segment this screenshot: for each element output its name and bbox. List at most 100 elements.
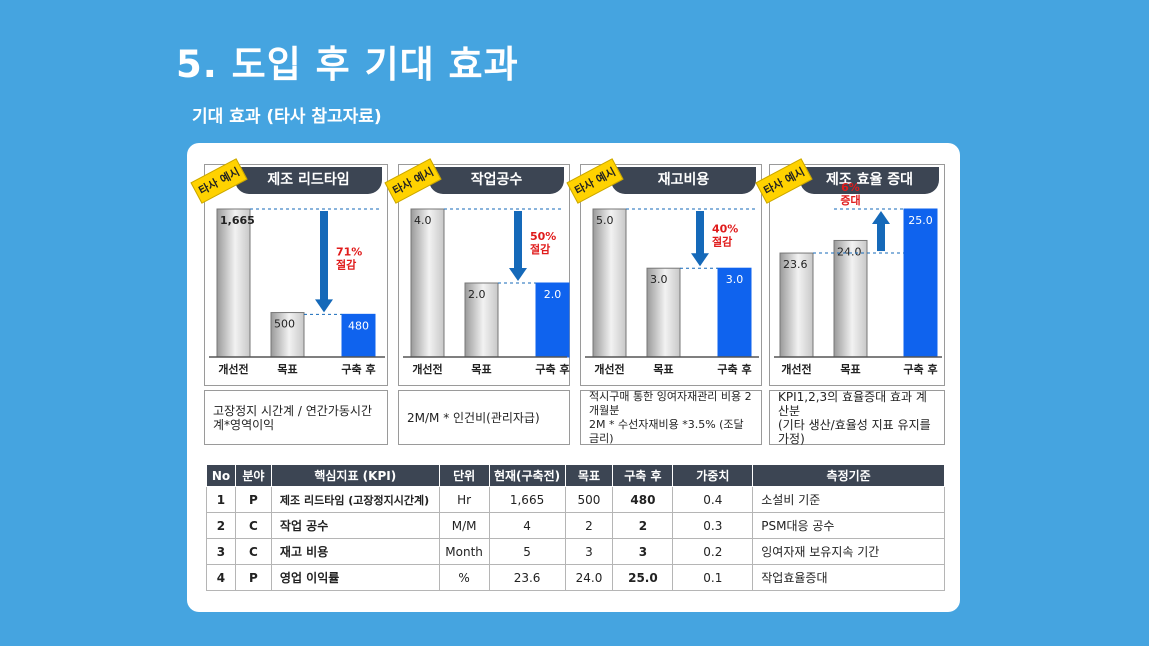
- table-cell: 480: [612, 486, 674, 513]
- table-cell: 작업효율증대: [752, 564, 945, 591]
- table-row: 1 P 제조 리드타임 (고장정지시간계) Hr 1,665 500 480 0…: [206, 486, 945, 513]
- column-header: 가중치: [672, 464, 754, 487]
- column-header: 핵심지표 (KPI): [270, 464, 440, 487]
- change-label: 절감: [712, 235, 732, 249]
- data-label: 24.0: [837, 245, 862, 258]
- table-cell: 4: [488, 512, 566, 539]
- chart-panel-4: 타사 예시 제조 효율 증대 23.6 개선전 24.0 목표 25.0 구축 후 6% 증대: [755, 158, 945, 386]
- bar: [903, 208, 938, 358]
- category-label: 목표: [840, 363, 860, 376]
- content-card: 타사 예시 제조 리드타임 1,665 개선전 500 목표 480 구축 후 71% 절감 …: [187, 143, 960, 612]
- table-cell: M/M: [438, 512, 490, 539]
- change-percent: 71%: [336, 246, 362, 259]
- table-cell: 24.0: [564, 564, 614, 591]
- bar-chart: 1,665 개선전 500 목표 480 구축 후 71%절감: [209, 208, 385, 376]
- change-percent: 40%: [712, 223, 738, 236]
- table-cell: 1: [206, 486, 236, 513]
- table-cell: C: [234, 538, 272, 565]
- column-header: 측정기준: [752, 464, 945, 487]
- category-label: 개선전: [412, 362, 442, 376]
- table-cell: 영업 이익률: [270, 564, 440, 591]
- column-header: 목표: [564, 464, 614, 487]
- table-cell: 잉여자재 보유지속 기간: [752, 538, 945, 565]
- data-label: 3.0: [726, 273, 744, 286]
- data-label: 25.0: [908, 214, 933, 227]
- category-label: 구축 후: [535, 362, 569, 376]
- table-cell: 2: [564, 512, 614, 539]
- table-cell: 500: [564, 486, 614, 513]
- table-cell: 3: [206, 538, 236, 565]
- table-cell: 3: [564, 538, 614, 565]
- bar: [216, 208, 251, 358]
- table-cell: 소설비 기준: [752, 486, 945, 513]
- bar: [341, 313, 376, 358]
- table-row: 4 P 영업 이익률 % 23.6 24.0 25.0 0.1 작업효율증대: [206, 564, 945, 591]
- table-cell: P: [234, 564, 272, 591]
- data-label: 500: [274, 318, 295, 331]
- table-cell: 제조 리드타임 (고장정지시간계): [270, 486, 440, 513]
- table-cell: %: [438, 564, 490, 591]
- column-header: 단위: [438, 464, 490, 487]
- bar: [410, 208, 445, 358]
- chart-title: 작업공수: [429, 167, 564, 194]
- table-cell: 재고 비용: [270, 538, 440, 565]
- change-label: 절감: [336, 258, 356, 272]
- data-label: 480: [348, 319, 369, 332]
- table-cell: Hr: [438, 486, 490, 513]
- category-label: 목표: [277, 363, 297, 376]
- table-cell: 2: [612, 512, 674, 539]
- data-label: 3.0: [650, 273, 668, 286]
- bar: [270, 312, 305, 358]
- arrow-down-icon: [509, 268, 527, 281]
- arrow-up-icon: [872, 211, 890, 224]
- data-label: 23.6: [783, 258, 808, 271]
- bar-chart: 4.0 개선전 2.0 목표 2.0 구축 후 50%절감: [403, 208, 570, 376]
- chart-title: 제조 효율 증대: [800, 167, 939, 194]
- column-header: No: [206, 464, 236, 487]
- change-label: 증대: [840, 193, 860, 207]
- bar: [833, 239, 868, 358]
- table-cell: 작업 공수: [270, 512, 440, 539]
- column-header: 분야: [234, 464, 272, 487]
- table-row: 2 C 작업 공수 M/M 4 2 2 0.3 PSM대응 공수: [206, 512, 945, 539]
- kpi-table: No 분야 핵심지표 (KPI) 단위 현재(구축전) 목표 구축 후 가중치 …: [206, 464, 945, 591]
- page-title: 5. 도입 후 기대 효과: [176, 43, 519, 86]
- table-cell: 4: [206, 564, 236, 591]
- arrow-shaft: [320, 211, 328, 301]
- category-label: 개선전: [781, 362, 811, 376]
- category-label: 구축 후: [903, 362, 937, 376]
- data-label: 2.0: [544, 288, 562, 301]
- category-label: 목표: [471, 363, 491, 376]
- calc-description: 고장정지 시간계 / 연간가동시간계*영역이익: [204, 390, 388, 445]
- calc-description: 적시구매 통한 잉여자재관리 비용 2개월분 2M * 수선자재비용 *3.5%…: [580, 390, 762, 445]
- data-label: 1,665: [220, 214, 255, 227]
- bar-chart: 5.0 개선전 3.0 목표 3.0 구축 후 40%절감: [585, 208, 759, 376]
- arrow-down-icon: [691, 253, 709, 267]
- chart-title: 제조 리드타임: [235, 167, 382, 194]
- category-label: 개선전: [218, 362, 248, 376]
- arrow-shaft: [877, 223, 885, 252]
- chart-panel-3: 타사 예시 재고비용 5.0 개선전 3.0 목표 3.0 구축 후 40% 절감: [566, 158, 762, 386]
- table-cell: 0.1: [672, 564, 754, 591]
- column-header: 구축 후: [612, 464, 674, 487]
- table-cell: 25.0: [612, 564, 674, 591]
- table-cell: P: [234, 486, 272, 513]
- data-label: 4.0: [414, 214, 432, 227]
- bar: [779, 252, 814, 358]
- table-cell: 0.2: [672, 538, 754, 565]
- calc-description: 2M/M * 인건비(관리자급): [398, 390, 570, 445]
- chart-panel-2: 타사 예시 작업공수 4.0 개선전 2.0 목표 2.0 구축 후 50% 절감: [384, 158, 570, 386]
- column-header: 현재(구축전): [488, 464, 566, 487]
- data-label: 2.0: [468, 288, 486, 301]
- page-subtitle: 기대 효과 (타사 참고자료): [192, 107, 382, 127]
- bar-chart: 23.6 개선전 24.0 목표 25.0 구축 후 6%증대: [774, 181, 942, 376]
- change-percent: 50%: [530, 230, 556, 243]
- category-label: 구축 후: [717, 362, 751, 376]
- table-cell: 3: [612, 538, 674, 565]
- table-cell: 1,665: [488, 486, 566, 513]
- category-label: 개선전: [594, 362, 624, 376]
- arrow-down-icon: [315, 299, 333, 313]
- table-row: 3 C 재고 비용 Month 5 3 3 0.2 잉여자재 보유지속 기간: [206, 538, 945, 565]
- bar: [592, 208, 627, 358]
- table-cell: 5: [488, 538, 566, 565]
